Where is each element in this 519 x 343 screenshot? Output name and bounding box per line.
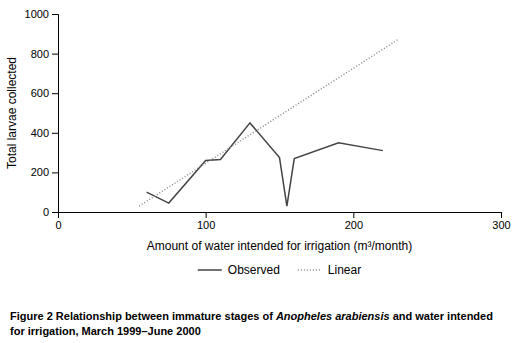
caption-text: Figure 2 Relationship between immature s… [10,310,276,322]
tick-label: 0 [55,219,61,231]
tick-mark [52,212,58,213]
tick-label: 100 [197,219,215,231]
tick: 800 [31,48,58,60]
legend-item: Linear [298,263,361,277]
tick: 0 [43,206,58,218]
caption-text: Anopheles arabiensis [275,310,390,322]
tick: 200 [31,166,58,178]
y-axis: 0 200 400 600 800 1000 [25,8,59,218]
legend-swatch [198,269,222,271]
tick-mark [52,93,58,94]
tick: 1000 [25,8,58,20]
legend: Observed Linear [198,263,361,277]
axis-line [52,15,59,213]
axis-line [59,213,502,219]
x-axis: 0 100 200 300 [55,212,510,231]
plot-area: 0 100 200 300 0 200 400 600 800 1000 [25,8,511,231]
caption-line: Figure 2 Relationship between immature s… [10,310,493,322]
tick-label: 0 [43,206,49,218]
tick: 400 [31,127,58,139]
tick-mark [52,14,58,15]
tick: 300 [492,212,510,231]
legend-item: Observed [198,263,280,277]
series-line [147,123,383,206]
series-line [139,40,397,206]
tick-mark [52,172,58,173]
caption-text: for irrigation, March 1999–June 2000 [10,325,201,337]
tick-label: 800 [31,48,49,60]
tick-label: 1000 [25,8,49,20]
chart: 0 100 200 300 0 200 400 600 800 1000 Amount of wat… [0,0,519,343]
tick-label: 200 [31,166,49,178]
caption: Figure 2 Relationship between immature s… [10,310,493,337]
tick: 200 [345,212,363,231]
legend-label: Observed [228,263,280,277]
tick-mark [52,133,58,134]
tick: 100 [197,212,215,231]
tick-mark [206,212,207,218]
tick-mark [501,212,502,218]
y-axis-title: Total larvae collected [5,57,19,169]
tick-label: 300 [492,219,510,231]
tick-label: 600 [31,87,49,99]
tick-mark [52,54,58,55]
tick-label: 400 [31,127,49,139]
x-axis-title: Amount of water intended for irrigation … [147,239,412,253]
caption-line: for irrigation, March 1999–June 2000 [10,325,201,337]
legend-swatch [298,269,322,271]
tick-mark [353,212,354,218]
caption-text: and water intended [390,310,493,322]
legend-label: Linear [328,263,361,277]
tick-label: 200 [345,219,363,231]
tick: 600 [31,87,58,99]
tick: 0 [55,212,61,231]
lines [139,40,397,206]
